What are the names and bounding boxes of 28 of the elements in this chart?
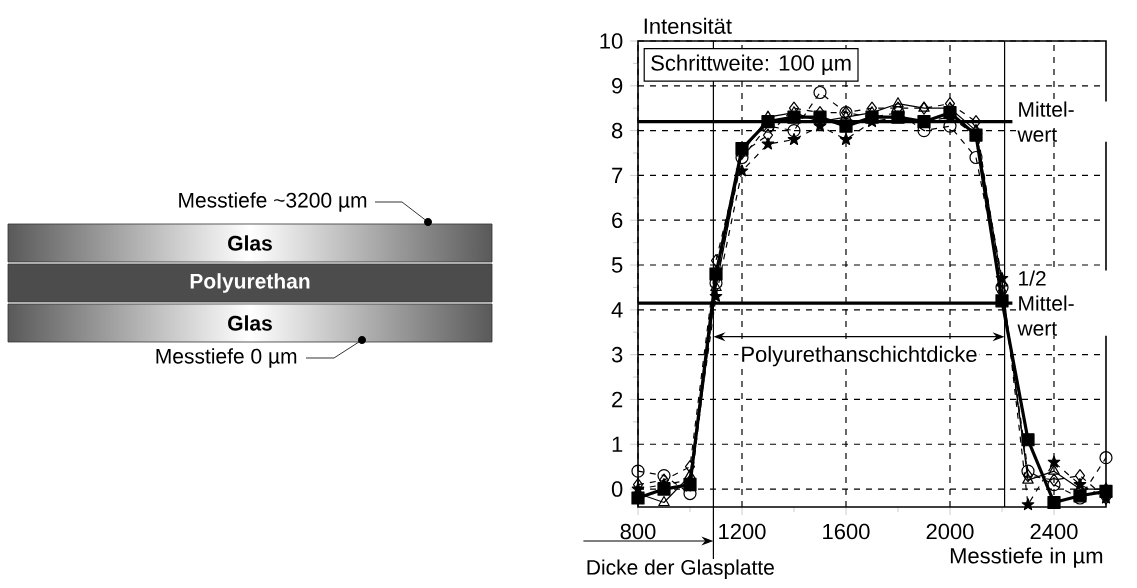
y-tick-label: 0 [611, 481, 623, 497]
annotation: Polyurethanschichtdicke [742, 345, 977, 367]
y-tick-label: 5 [611, 257, 623, 273]
text: Polyurethan [190, 273, 310, 293]
x-tick-label: 2000 [926, 523, 974, 540]
x-tick-label: 2400 [1030, 523, 1078, 540]
text: Glas [228, 315, 272, 331]
y-tick-label: 10 [600, 33, 623, 49]
ref-line-label: Dicke der Glasplatte [587, 559, 774, 579]
y-tick-label: 9 [612, 78, 623, 94]
y-tick-label: 2 [612, 391, 623, 408]
y-axis-title: Intensität [644, 17, 732, 34]
text: Messtiefe 0 µm [156, 348, 297, 368]
x-tick-label: 1600 [823, 523, 870, 540]
text: Messtiefe ~3200 µm [179, 192, 367, 212]
x-axis-title: Messtiefe in µm [950, 547, 1103, 568]
annotation: Schrittweite: 100 µm [651, 54, 851, 76]
x-tick-label: 800 [620, 523, 656, 540]
y-tick-label: 3 [611, 346, 623, 363]
text: Glas [228, 235, 272, 251]
y-tick-label: 4 [611, 302, 623, 318]
ref-line-label: Mittel-wert [1017, 101, 1074, 142]
y-tick-label: 7 [612, 167, 623, 183]
y-tick-label: 6 [612, 212, 623, 229]
y-tick-label: 1 [612, 436, 623, 452]
ref-line-label: 1/2 Mittel-wert [1017, 270, 1074, 336]
y-tick-label: 8 [611, 122, 623, 139]
x-tick-label: 1200 [719, 523, 766, 540]
